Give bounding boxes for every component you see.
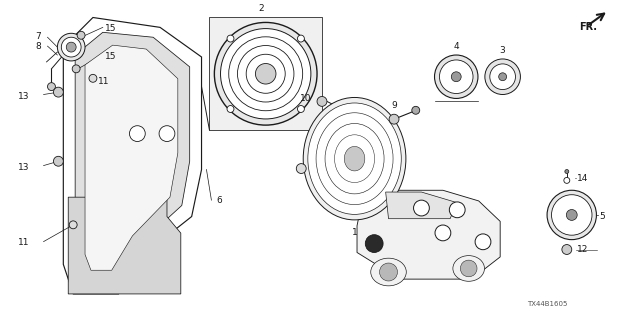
Text: 7: 7 [36,32,42,41]
Circle shape [67,42,76,52]
Ellipse shape [316,113,393,204]
Circle shape [298,106,305,112]
Polygon shape [85,45,178,270]
Circle shape [54,156,63,166]
Circle shape [460,260,477,277]
Polygon shape [75,32,189,282]
Circle shape [547,190,596,240]
Text: 9: 9 [391,101,397,110]
Circle shape [499,73,507,81]
Circle shape [565,170,569,173]
Circle shape [413,200,429,216]
Circle shape [475,234,491,250]
Circle shape [365,235,383,252]
Text: FR.: FR. [579,22,596,32]
Circle shape [435,225,451,241]
Circle shape [412,106,420,114]
Text: 13: 13 [18,92,29,100]
Circle shape [228,37,303,111]
Circle shape [564,177,570,183]
Circle shape [77,31,85,39]
Circle shape [451,72,461,82]
Ellipse shape [335,135,374,182]
Circle shape [72,65,80,73]
Circle shape [221,28,311,119]
Polygon shape [386,192,457,219]
Circle shape [485,59,520,94]
Circle shape [246,54,285,93]
Text: 1: 1 [351,228,357,237]
Circle shape [227,106,234,112]
Circle shape [61,37,81,57]
Circle shape [435,55,478,99]
Circle shape [54,87,63,97]
Circle shape [237,45,294,102]
Circle shape [89,74,97,82]
Text: 11: 11 [18,238,29,247]
Ellipse shape [371,258,406,286]
Text: 2: 2 [258,4,264,12]
Circle shape [389,114,399,124]
Circle shape [490,64,515,90]
Circle shape [440,60,473,93]
Circle shape [566,210,577,220]
Polygon shape [68,197,180,294]
Circle shape [562,244,572,254]
Circle shape [296,164,306,173]
Text: 15: 15 [105,24,116,33]
Text: 10: 10 [300,93,312,102]
Circle shape [552,195,592,235]
Text: 15: 15 [105,52,116,61]
Text: 11: 11 [98,77,109,86]
Circle shape [298,35,305,42]
Text: 8: 8 [36,42,42,51]
Ellipse shape [453,256,484,281]
Text: 14: 14 [577,174,588,183]
Text: 3: 3 [500,46,506,55]
Circle shape [129,126,145,141]
Ellipse shape [303,98,406,220]
FancyBboxPatch shape [209,18,322,130]
Circle shape [317,96,327,106]
Text: 6: 6 [216,196,222,205]
Text: 13: 13 [18,163,29,172]
Circle shape [214,22,317,125]
Ellipse shape [344,147,365,171]
Polygon shape [63,18,202,294]
Circle shape [159,126,175,141]
Circle shape [58,33,85,61]
Text: TX44B1605: TX44B1605 [527,301,568,307]
Circle shape [255,63,276,84]
Ellipse shape [325,124,384,194]
Circle shape [47,83,56,91]
Circle shape [380,263,397,281]
Ellipse shape [308,103,401,214]
Circle shape [449,202,465,218]
Text: 12: 12 [577,245,588,254]
Polygon shape [357,190,500,279]
Circle shape [69,221,77,229]
Text: 4: 4 [453,42,459,51]
Circle shape [227,35,234,42]
Text: 5: 5 [600,212,605,221]
